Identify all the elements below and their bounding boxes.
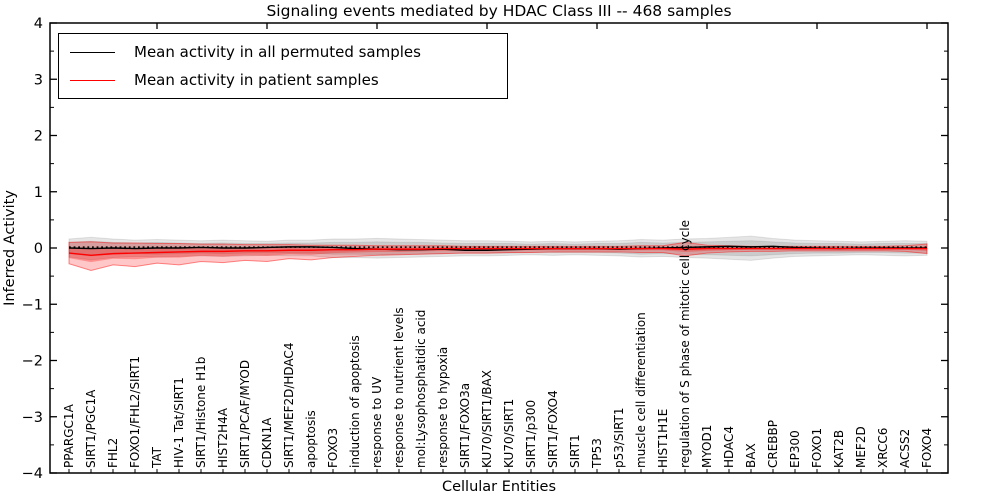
x-tick-label: SIRT1/PCAF/MYOD [238, 360, 252, 468]
y-tick-label: 3 [34, 72, 43, 88]
x-tick-label: FHL2 [106, 438, 120, 468]
x-tick-label: PPARGC1A [62, 403, 76, 468]
x-tick-label: response to nutrient levels [392, 307, 406, 468]
x-tick-label: FOXO3 [326, 428, 340, 468]
y-tick-label: 0 [34, 241, 43, 257]
x-tick-label: SIRT1/FOXO3a [458, 383, 472, 468]
x-tick-label: HDAC4 [722, 426, 736, 468]
x-tick-label: MYOD1 [700, 425, 714, 468]
x-tick-label: regulation of S phase of mitotic cell cy… [678, 220, 692, 468]
x-tick-label: response to hypoxia [436, 347, 450, 468]
x-tick-label: ACSS2 [898, 429, 912, 468]
x-tick-label: KU70/SIRT1/BAX [480, 370, 494, 468]
legend-item-patient: Mean activity in patient samples [59, 71, 507, 89]
x-tick-label: TAT [150, 446, 164, 469]
x-tick-label: KAT2B [832, 430, 846, 468]
x-tick-label: HIST1H1E [656, 409, 670, 468]
chart-title: Signaling events mediated by HDAC Class … [266, 2, 732, 20]
x-tick-label: TP53 [590, 438, 604, 469]
legend-label-patient: Mean activity in patient samples [134, 71, 379, 89]
x-tick-label: FOXO1/FHL2/SIRT1 [128, 356, 142, 468]
x-tick-label: HIV-1 Tat/SIRT1 [172, 377, 186, 468]
x-axis-title: Cellular Entities [441, 479, 557, 495]
x-tick-label: EP300 [788, 430, 802, 468]
x-tick-label: FOXO1 [810, 428, 824, 468]
x-tick-label: SIRT1 [568, 434, 582, 468]
y-tick-label: −4 [22, 466, 43, 482]
y-tick-label: −1 [22, 297, 43, 313]
x-tick-label: induction of apoptosis [348, 335, 362, 468]
x-tick-label: SIRT1/MEF2D/HDAC4 [282, 343, 296, 468]
x-tick-label: HIST2H4A [216, 407, 230, 468]
y-axis-title: Inferred Activity [2, 190, 18, 306]
legend-label-permuted: Mean activity in all permuted samples [134, 43, 421, 61]
x-tick-label: KU70/SIRT1 [502, 399, 516, 468]
x-tick-label: CREBBP [766, 420, 780, 468]
x-tick-label: mol:Lysophosphatidic acid [414, 310, 428, 468]
y-tick-label: 4 [34, 16, 43, 32]
x-tick-label: XRCC6 [876, 428, 890, 468]
y-tick-label: 1 [34, 185, 43, 201]
line-patient-mean [68, 247, 927, 257]
x-tick-label: SIRT1/FOXO4 [546, 390, 560, 468]
y-tick-label: −3 [22, 410, 43, 426]
x-tick-label: SIRT1/PGC1A [84, 389, 98, 468]
legend-line-patient [70, 79, 115, 81]
x-tick-label: FOXO4 [920, 428, 934, 468]
legend-line-permuted [70, 51, 115, 53]
x-tick-label: apoptosis [304, 410, 318, 468]
x-tick-label: SIRT1/p300 [524, 400, 538, 468]
legend: Mean activity in all permuted samples Me… [58, 33, 508, 99]
x-tick-label: muscle cell differentiation [634, 312, 648, 468]
x-tick-label: BAX [744, 443, 758, 468]
x-tick-label: p53/SIRT1 [612, 407, 626, 468]
x-tick-label: response to UV [370, 376, 384, 468]
x-tick-label: SIRT1/Histone H1b [194, 357, 208, 468]
x-tick-label: CDKN1A [260, 417, 274, 468]
legend-item-permuted: Mean activity in all permuted samples [59, 43, 507, 61]
y-tick-label: −2 [22, 354, 43, 370]
x-tick-label: MEF2D [854, 426, 868, 468]
y-tick-label: 2 [34, 129, 43, 145]
